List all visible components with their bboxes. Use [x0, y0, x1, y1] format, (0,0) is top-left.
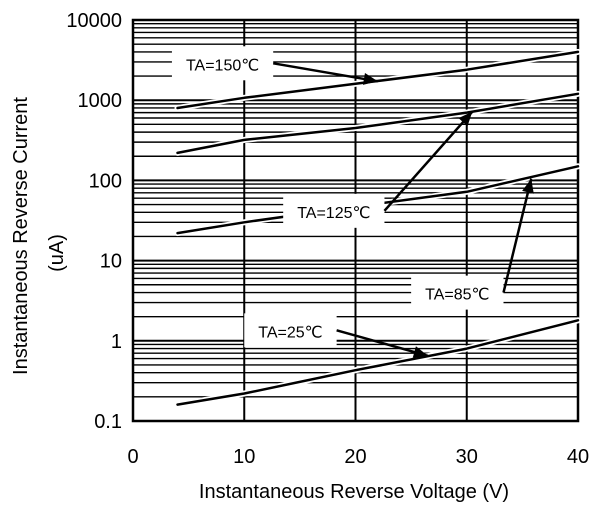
- y-axis-unit: (uA): [46, 234, 68, 272]
- annotation-box: [283, 193, 385, 228]
- annotation-label: TA=125℃: [297, 205, 370, 222]
- y-tick-label: 1000: [78, 90, 123, 112]
- x-axis-title: Instantaneous Reverse Voltage (V): [199, 481, 509, 503]
- annotation-label: TA=150℃: [186, 57, 259, 74]
- x-tick-label: 40: [567, 446, 589, 468]
- series-halo: [174, 90, 581, 156]
- annotation-arrow-head: [458, 111, 473, 127]
- annotation-box: [244, 313, 337, 348]
- x-tick-label: 0: [127, 446, 138, 468]
- plot-frame-layer: [131, 18, 580, 423]
- y-tick-label: 0.1: [94, 411, 122, 433]
- annotation-arrow-head: [412, 346, 428, 358]
- tick-label-layer: 0 10 20 30 40 0.1 1 10 100 1000 10000: [66, 10, 589, 468]
- annotation-arrow-shaft: [336, 329, 429, 358]
- y-axis-title: Instantaneous Reverse Current: [10, 97, 32, 375]
- x-tick-label: 10: [233, 446, 255, 468]
- annotation-arrow-shaft: [383, 110, 474, 212]
- x-tick-label: 30: [456, 446, 478, 468]
- y-tick-label: 10: [100, 251, 122, 273]
- series-line: [176, 92, 580, 155]
- annotation-label: TA=25℃: [258, 324, 322, 341]
- series-line: [176, 50, 580, 110]
- series-line: [176, 319, 580, 406]
- annotation-arrow-shaft: [502, 178, 533, 293]
- annotation-box: [171, 46, 274, 81]
- y-tick-label: 100: [89, 170, 122, 192]
- annotation-layer: TA=150℃ TA=125℃ TA=85℃ TA=25℃: [171, 46, 534, 358]
- plot-frame: [131, 18, 580, 423]
- annotation-box: [411, 275, 504, 310]
- series-halo: [174, 317, 581, 408]
- annotation-label: TA=85℃: [425, 287, 489, 304]
- annotation-arrow-shaft: [272, 62, 378, 83]
- annotation-arrow-head: [362, 73, 378, 85]
- x-tick-label: 20: [344, 446, 366, 468]
- annotation-arrow-head: [522, 178, 534, 194]
- y-tick-label: 1: [111, 331, 122, 353]
- y-tick-label: 10000: [66, 10, 122, 32]
